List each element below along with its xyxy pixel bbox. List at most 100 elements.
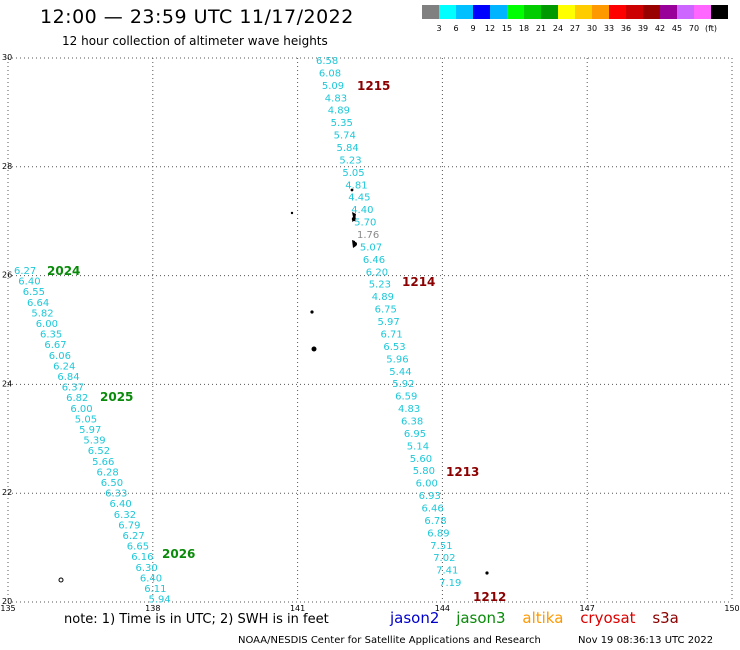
wave-height-label: 6.32	[114, 510, 136, 521]
wave-height-label: 6.08	[319, 68, 341, 79]
wave-height-label: 4.83	[398, 404, 420, 415]
colorbar-swatch	[575, 5, 592, 19]
wave-height-label: 6.20	[366, 267, 388, 278]
legend-jason2: jason2	[390, 609, 440, 627]
x-tick-label: 135	[0, 604, 15, 613]
colorbar-label: 9	[470, 24, 475, 33]
colorbar-label: 27	[570, 24, 580, 33]
wave-height-label: 5.09	[322, 81, 344, 92]
colorbar-swatch	[677, 5, 694, 19]
wave-height-label: 6.75	[375, 305, 397, 316]
wave-height-label: 6.16	[131, 552, 153, 563]
wave-height-label: 7.51	[430, 541, 452, 552]
colorbar-swatch	[439, 5, 456, 19]
wave-height-label: 6.00	[36, 319, 58, 330]
island	[485, 571, 489, 575]
colorbar-swatch	[422, 5, 439, 19]
wave-height-label: 5.70	[354, 218, 376, 229]
wave-height-label: 6.40	[110, 499, 132, 510]
wave-height-label: 4.40	[351, 205, 373, 216]
wave-height-label: 6.35	[40, 330, 62, 341]
wave-height-label: 4.45	[348, 193, 370, 204]
wave-height-label: 7.41	[436, 566, 458, 577]
page-subtitle: 12 hour collection of altimeter wave hei…	[62, 34, 328, 48]
wave-height-label: 6.27	[14, 266, 36, 277]
colorbar-swatch	[711, 5, 728, 19]
wave-height-label: 5.35	[331, 118, 353, 129]
island	[290, 211, 294, 215]
wave-height-label: 5.97	[378, 317, 400, 328]
colorbar-swatch	[490, 5, 507, 19]
wave-height-label: 5.92	[392, 379, 414, 390]
wave-height-label: 6.53	[383, 342, 405, 353]
wave-height-label: 6.50	[101, 478, 123, 489]
colorbar-label: 24	[553, 24, 563, 33]
land-islands	[58, 188, 489, 583]
wave-height-label: 6.52	[88, 446, 110, 457]
island	[311, 346, 317, 352]
satellite-legend: jason2 jason3 altika cryosat s3a	[390, 609, 691, 627]
wave-height-label: 6.33	[105, 489, 127, 500]
wave-height-label: 6.59	[395, 392, 417, 403]
wave-height-label: 6.82	[66, 393, 88, 404]
wave-height-label: 5.14	[407, 441, 429, 452]
wave-height-label: 5.07	[360, 242, 382, 253]
colorbar-swatch	[694, 5, 711, 19]
pass-number-label: 1215	[357, 79, 390, 93]
wave-height-label: 5.05	[75, 414, 97, 425]
colorbar-swatch	[558, 5, 575, 19]
x-tick-label: 138	[145, 604, 160, 613]
wave-height-label: 6.27	[123, 531, 145, 542]
altimeter-tracks: 6.586.085.094.834.895.355.745.845.235.05…	[14, 56, 506, 606]
wave-height-label: 5.05	[342, 168, 364, 179]
wave-height-label: 6.67	[44, 340, 66, 351]
pass-number-label: 2026	[162, 547, 195, 561]
legend-jason3: jason3	[456, 609, 506, 627]
wave-height-label: 4.89	[328, 106, 350, 117]
colorbar-label: 36	[621, 24, 631, 33]
credit-line: NOAA/NESDIS Center for Satellite Applica…	[238, 635, 541, 646]
wave-height-label: 5.23	[339, 155, 361, 166]
wave-height-label: 6.93	[419, 491, 441, 502]
colorbar-label: 39	[638, 24, 648, 33]
colorbar-swatch	[541, 5, 558, 19]
wave-height-label: 6.37	[62, 383, 84, 394]
colorbar-label: 15	[502, 24, 512, 33]
wave-height-label: 6.84	[57, 372, 79, 383]
wave-height-label: 5.66	[92, 457, 114, 468]
wave-height-label: 5.94	[149, 595, 171, 606]
colorbar-label: 3	[436, 24, 441, 33]
x-tick-label: 141	[290, 604, 305, 613]
colorbar-label: 12	[485, 24, 495, 33]
pass-number-label: 1212	[473, 590, 506, 604]
colorbar-swatch	[626, 5, 643, 19]
wave-height-label: 6.46	[422, 504, 444, 515]
colorbar-legend: 3 6 9 12 15 18 21 24 27 30 33 36 39 42 45 70 (ft)	[422, 5, 728, 33]
wave-height-label: 6.95	[404, 429, 426, 440]
page-title: 12:00 — 23:59 UTC 11/17/2022	[40, 6, 354, 28]
wave-height-label: 7.02	[433, 553, 455, 564]
legend-cryosat: cryosat	[580, 609, 636, 627]
wave-height-label: 6.00	[70, 404, 92, 415]
wave-height-label: 6.89	[427, 528, 449, 539]
wave-height-label: 6.58	[316, 56, 338, 67]
wave-height-label: 6.28	[97, 467, 119, 478]
wave-height-label: 5.97	[79, 425, 101, 436]
wave-height-label: 6.46	[363, 255, 385, 266]
wave-height-label: 6.30	[136, 563, 158, 574]
y-tick-label: 30	[2, 53, 12, 62]
y-tick-label: 20	[2, 597, 12, 606]
wave-height-label: 6.00	[416, 479, 438, 490]
island	[352, 240, 356, 248]
wave-height-label: 5.39	[83, 436, 105, 447]
colorbar-label: 18	[519, 24, 529, 33]
colorbar-label: 70	[689, 24, 699, 33]
colorbar-label: 45	[672, 24, 682, 33]
wave-height-label: 6.79	[118, 520, 140, 531]
colorbar-swatch	[473, 5, 490, 19]
wave-height-label: 5.84	[337, 143, 359, 154]
wave-height-label: 4.81	[345, 180, 367, 191]
x-tick-label: 150	[724, 604, 739, 613]
pass-number-label: 1213	[446, 465, 479, 479]
